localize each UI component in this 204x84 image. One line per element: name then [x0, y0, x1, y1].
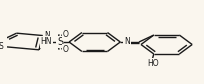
Text: O: O	[63, 45, 69, 55]
Text: O: O	[63, 29, 69, 39]
Text: HN: HN	[41, 37, 52, 47]
Text: N: N	[124, 37, 130, 47]
Text: S: S	[57, 37, 63, 47]
Text: N: N	[44, 31, 50, 40]
Text: S: S	[0, 42, 4, 51]
Text: HO: HO	[147, 59, 159, 68]
